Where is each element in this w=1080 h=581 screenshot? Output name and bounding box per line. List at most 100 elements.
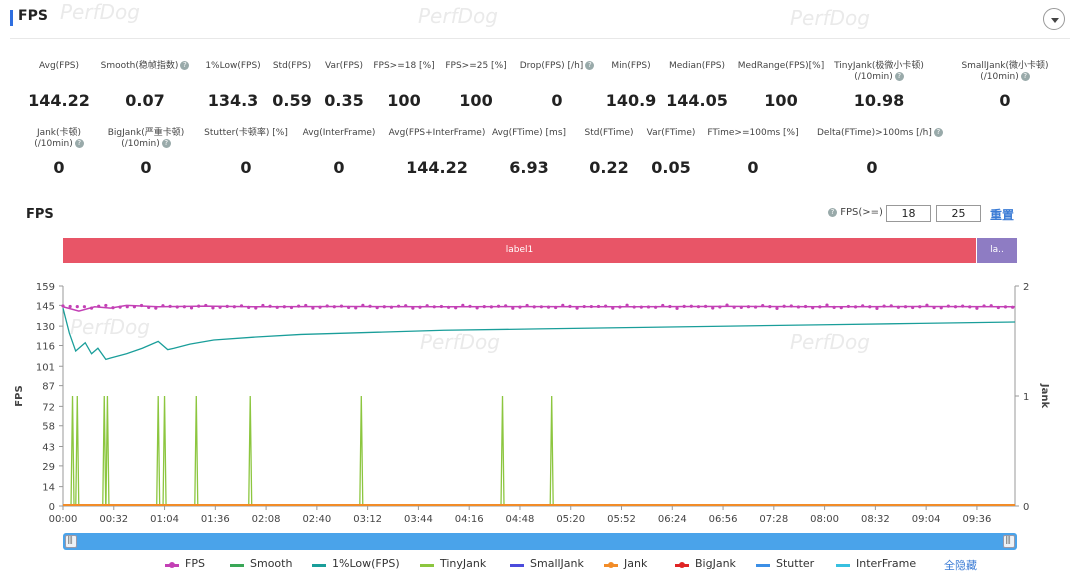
- legend-label: BigJank: [695, 557, 736, 570]
- time-range-scrollbar[interactable]: [63, 533, 1017, 550]
- fps-point: [625, 303, 629, 307]
- metric-value: 0: [53, 158, 65, 177]
- fps-point: [368, 304, 372, 308]
- hide-all-button[interactable]: 全隐藏: [944, 559, 977, 572]
- metric-value: 0: [866, 158, 878, 177]
- metric-label-text: Var(FTime): [646, 128, 696, 138]
- metric-label-text: Var(FPS): [324, 61, 363, 71]
- fps-point: [903, 305, 908, 309]
- y-tick-label: 43: [42, 443, 55, 454]
- y-tick-label: 0: [49, 502, 55, 513]
- metric-value: 0.22: [589, 158, 629, 177]
- fps-threshold-label: ? FPS(>=): [826, 207, 883, 218]
- fps-point: [204, 303, 208, 308]
- y2-tick-label: 0: [1023, 502, 1029, 513]
- collapse-button[interactable]: [1043, 8, 1065, 30]
- metric-value: 144.22: [406, 158, 468, 177]
- help-icon[interactable]: ?: [828, 207, 837, 217]
- metric-metrics-row1-6: FPS>=25 [%] 100: [421, 61, 531, 110]
- help-icon[interactable]: ?: [894, 72, 904, 81]
- label-segment-2[interactable]: la..: [977, 238, 1017, 263]
- help-icon[interactable]: ?: [161, 139, 171, 148]
- fps-point: [654, 305, 658, 309]
- legend-label: Jank: [624, 557, 648, 570]
- metric-label-unit: (/10min): [34, 139, 73, 149]
- tinyjank-spike: [75, 395, 80, 507]
- fps-line-chart[interactable]: 0 14 29 43 58 72 87 101 116 130 145 159 0 1 2 00:00 00:3…: [0, 270, 1080, 532]
- fps-point: [604, 304, 608, 308]
- fps-point: [1003, 305, 1008, 309]
- fps-point: [439, 304, 444, 309]
- x-tick-label: 04:48: [506, 514, 535, 525]
- legend-label: TinyJank: [440, 557, 487, 570]
- fps-point: [661, 303, 665, 308]
- scroll-handle-left[interactable]: [65, 535, 77, 548]
- fps-point: [725, 303, 729, 307]
- help-icon[interactable]: ?: [1020, 72, 1030, 81]
- metric-label-text: Smooth(稳帧指数): [100, 61, 179, 71]
- y-tick-label: 29: [42, 462, 55, 473]
- metric-value: 140.9: [605, 91, 657, 110]
- fps-point: [404, 304, 408, 308]
- metric-value: 10.98: [853, 91, 905, 110]
- low1-fps-line: [62, 307, 1016, 361]
- help-icon[interactable]: ?: [74, 139, 84, 148]
- fps-point: [432, 305, 436, 309]
- fps-point: [939, 306, 943, 310]
- fps-point: [275, 305, 279, 309]
- metric-metrics-row2-9: Delta(FTime)>100ms [/h]? 0: [817, 128, 943, 177]
- fps-point: [925, 303, 929, 307]
- metric-metrics-row2-4: Avg(FPS+InterFrame) 144.22: [382, 128, 492, 177]
- metric-metrics-row1-4: Var(FPS) 0.35: [289, 61, 399, 110]
- metric-value: 0.35: [324, 91, 364, 110]
- fps-point: [718, 305, 722, 309]
- metric-value: 100: [387, 91, 421, 110]
- fps-point: [589, 304, 593, 309]
- fps-point: [611, 306, 615, 310]
- fps-point: [482, 305, 486, 309]
- fps-point: [425, 304, 429, 308]
- fps-point: [1011, 305, 1015, 309]
- x-tick-label: 04:16: [455, 514, 484, 525]
- fps-point: [232, 305, 236, 309]
- tinyjank-spike: [102, 395, 107, 507]
- fps-point: [525, 303, 529, 308]
- legend-marker: [679, 562, 685, 568]
- fps-point: [932, 305, 936, 310]
- fps-point: [646, 305, 651, 309]
- fps-point: [768, 305, 772, 309]
- fps-point: [446, 305, 451, 309]
- metric-value: 0: [999, 91, 1011, 110]
- fps-point: [339, 304, 344, 308]
- x-tick-label: 02:08: [252, 514, 281, 525]
- x-tick-label: 03:12: [353, 514, 382, 525]
- fps-point: [396, 304, 401, 308]
- fps-point: [882, 304, 886, 308]
- fps-point: [803, 304, 808, 309]
- metric-metrics-row1-3: Std(FPS) 0.59: [237, 61, 347, 110]
- reset-button[interactable]: 重置: [990, 208, 1015, 222]
- fps-point: [518, 305, 522, 309]
- help-icon[interactable]: ?: [180, 61, 190, 70]
- fps-point: [682, 304, 686, 308]
- metric-label-text: TinyJank(极微小卡顿): [834, 61, 924, 71]
- x-tick-label: 05:20: [556, 514, 585, 525]
- fps-threshold-input-1[interactable]: 18: [886, 205, 931, 222]
- fps-point: [732, 305, 736, 309]
- scroll-handle-right[interactable]: [1003, 535, 1015, 548]
- y-tick-label: 58: [42, 422, 55, 433]
- help-icon[interactable]: ?: [585, 61, 595, 70]
- legend-swatch: [230, 564, 244, 567]
- metric-metrics-row1-5: FPS>=18 [%] 100: [349, 61, 459, 110]
- metric-value: 6.93: [509, 158, 549, 177]
- fps-point: [911, 305, 915, 310]
- fps-point: [139, 303, 144, 308]
- metric-label-text: Drop(FPS) [/h]: [519, 61, 584, 71]
- fps-point: [561, 303, 565, 307]
- fps-point: [775, 306, 779, 310]
- metric-value: 0: [551, 91, 563, 110]
- fps-threshold-input-2[interactable]: 25: [936, 205, 981, 222]
- metric-label: Delta(FTime)>100ms [/h]?: [817, 128, 943, 158]
- label-segment-1[interactable]: label1: [63, 238, 976, 263]
- help-icon[interactable]: ?: [933, 128, 943, 137]
